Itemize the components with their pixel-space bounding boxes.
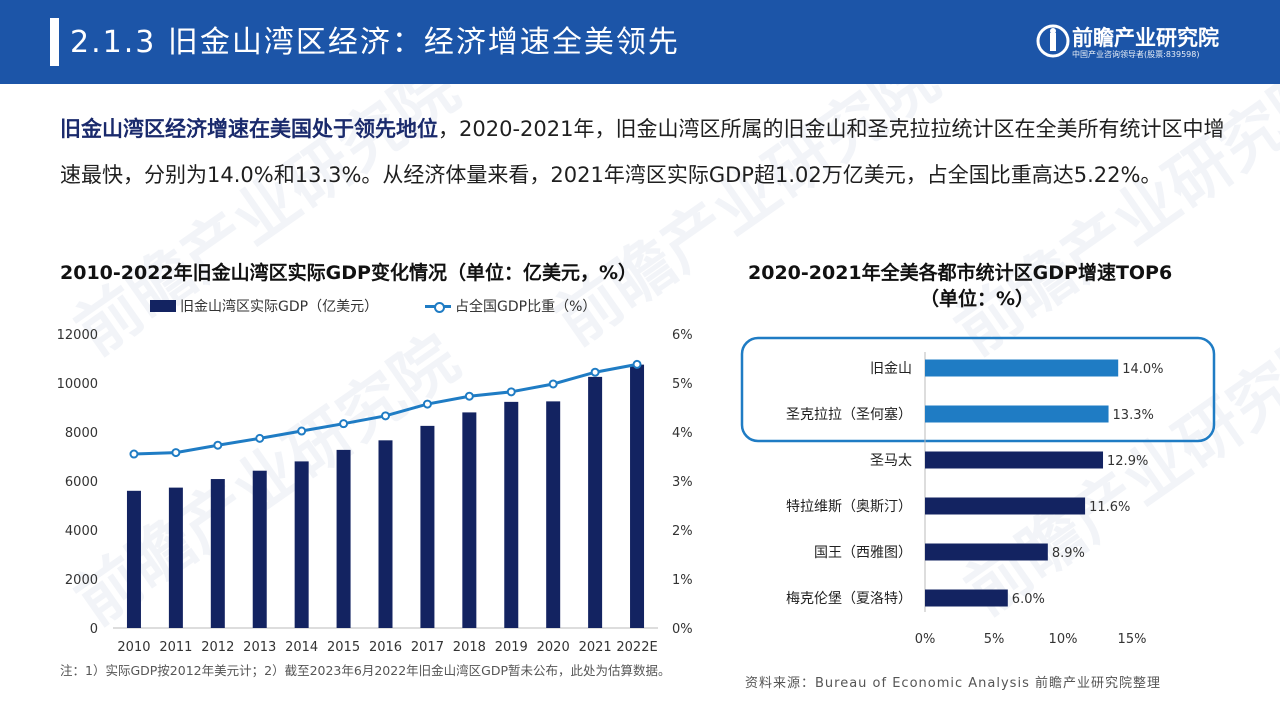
x-tick-label: 0% [915, 632, 936, 647]
logo: 前瞻产业研究院 中国产业咨询领导者(股票:839598) [1036, 22, 1246, 66]
value-label: 8.9% [1052, 546, 1085, 561]
growth-bar [925, 359, 1119, 377]
footnote: 注：1）实际GDP按2012年美元计；2）截至2023年6月2022年旧金山湾区… [60, 663, 671, 678]
gdp-bar [462, 412, 477, 628]
y-right-tick-label: 6% [672, 328, 693, 343]
gdp-bar [252, 470, 267, 628]
y-left-tick-label: 12000 [57, 328, 98, 343]
x-tick-label: 15% [1118, 632, 1147, 647]
header-accent [50, 18, 59, 66]
x-tick-label: 2011 [159, 640, 192, 655]
share-point [632, 359, 642, 369]
share-point [422, 399, 432, 409]
legend-share-label: 占全国GDP比重（%） [455, 299, 597, 315]
growth-bar [925, 589, 1008, 607]
share-point [381, 411, 390, 421]
gdp-bar [294, 461, 309, 628]
share-point [171, 448, 181, 458]
gdp-chart-title: 2010-2022年旧金山湾区实际GDP变化情况（单位：亿美元，%） [60, 262, 637, 284]
x-tick-label: 2010 [117, 640, 150, 655]
x-tick-label: 2019 [495, 640, 528, 655]
value-label: 6.0% [1012, 592, 1045, 607]
x-tick-label: 2013 [243, 640, 276, 655]
gdp-bar [168, 487, 183, 628]
gdp-bar [378, 440, 393, 628]
gdp-bar [336, 449, 351, 628]
share-point [548, 379, 558, 389]
gdp-bar [588, 376, 603, 628]
y-right-tick-label: 0% [672, 622, 693, 637]
share-point [297, 426, 307, 436]
legend-gdp-label: 旧金山湾区实际GDP（亿美元） [180, 299, 379, 315]
share-point [464, 391, 474, 401]
gdp-bar [504, 401, 519, 628]
growth-bar [925, 405, 1109, 423]
category-label: 圣克拉拉（圣何塞） [786, 406, 912, 423]
legend-item-gdp: 旧金山湾区实际GDP（亿美元） [150, 296, 378, 316]
y-left-tick-label: 2000 [65, 573, 98, 588]
x-tick-label: 10% [1049, 632, 1078, 647]
y-left-tick-label: 0 [90, 622, 98, 637]
share-point [506, 387, 516, 397]
y-right-tick-label: 3% [672, 475, 693, 490]
x-tick-label: 2018 [453, 640, 486, 655]
gdp-bar [210, 479, 225, 628]
header-bar: 2.1.3 旧金山湾区经济：经济增速全美领先 前瞻产业研究院 中国产业咨询领导者… [0, 0, 1280, 84]
x-tick-label: 2012 [201, 640, 234, 655]
intro-paragraph: 旧金山湾区经济增速在美国处于领先地位，2020-2021年，旧金山湾区所属的旧金… [60, 106, 1230, 198]
value-label: 14.0% [1122, 362, 1163, 377]
value-label: 13.3% [1113, 408, 1154, 423]
share-point [255, 433, 265, 443]
x-tick-label: 2014 [285, 640, 318, 655]
page-title: 2.1.3 旧金山湾区经济：经济增速全美领先 [70, 25, 680, 60]
intro-emphasis: 旧金山湾区经济增速在美国处于领先地位 [60, 117, 438, 141]
gdp-bar [630, 364, 645, 628]
x-tick-label: 2015 [327, 640, 360, 655]
logo-icon [1036, 24, 1070, 58]
growth-chart-title-line2: （单位：%） [920, 288, 1035, 310]
category-label: 旧金山 [870, 361, 912, 377]
y-left-tick-label: 6000 [65, 475, 98, 490]
source-note: 资料来源：Bureau of Economic Analysis 前瞻产业研究院… [745, 676, 1161, 691]
x-tick-label: 2020 [537, 640, 570, 655]
growth-bar [925, 497, 1086, 515]
category-label: 特拉维斯（奥斯汀） [786, 498, 912, 515]
y-right-tick-label: 1% [672, 573, 693, 588]
logo-subtitle: 中国产业咨询领导者(股票:839598) [1072, 50, 1200, 59]
category-label: 圣马太 [870, 453, 912, 469]
x-tick-label: 2022E [616, 640, 657, 655]
gdp-bar [126, 490, 141, 628]
y-left-tick-label: 10000 [57, 377, 98, 392]
legend-item-share: 占全国GDP比重（%） [425, 296, 596, 316]
growth-chart-title-line1: 2020-2021年全美各都市统计区GDP增速TOP6 [748, 262, 1173, 284]
growth-bar [925, 543, 1048, 561]
value-label: 11.6% [1089, 500, 1130, 515]
x-tick-label: 5% [984, 632, 1005, 647]
y-left-tick-label: 4000 [65, 524, 98, 539]
growth-bar [925, 451, 1104, 469]
category-label: 国王（西雅图） [814, 545, 912, 561]
highlight-frame [740, 336, 1216, 443]
category-label: 梅克伦堡（夏洛特） [786, 591, 912, 607]
share-point [129, 449, 139, 459]
y-right-tick-label: 2% [672, 524, 693, 539]
logo-name: 前瞻产业研究院 [1072, 26, 1219, 50]
share-point [590, 367, 600, 377]
legend-line-swatch [425, 300, 451, 313]
share-point [339, 419, 349, 429]
y-right-tick-label: 4% [672, 426, 693, 441]
share-point [213, 440, 223, 450]
x-tick-label: 2021 [579, 640, 612, 655]
gdp-bar [420, 425, 435, 628]
x-tick-label: 2016 [369, 640, 402, 655]
intro-text: ，2020-2021年，旧金山湾区所属的旧金山和圣克拉拉统计区在全美所有统计区中… [60, 117, 1225, 187]
y-right-tick-label: 5% [672, 377, 693, 392]
x-tick-label: 2017 [411, 640, 444, 655]
legend-bar-swatch [150, 300, 176, 312]
y-left-tick-label: 8000 [65, 426, 98, 441]
gdp-bar [546, 401, 561, 628]
value-label: 12.9% [1107, 454, 1148, 469]
